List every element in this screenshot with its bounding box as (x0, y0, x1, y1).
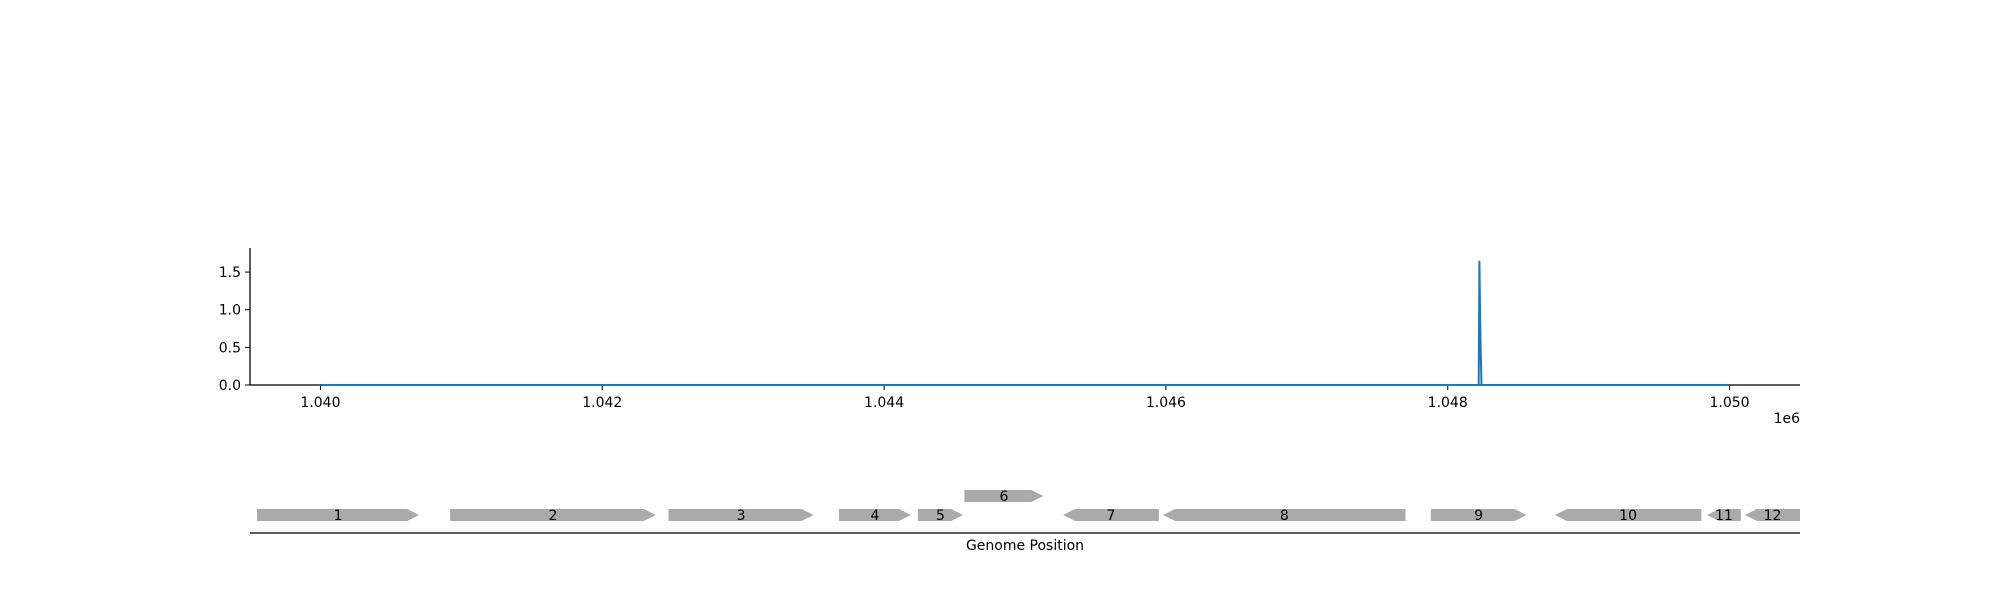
x-tick-label: 1.042 (582, 395, 622, 411)
gene-arrow (1554, 509, 1702, 521)
gene-arrow (450, 509, 656, 521)
y-tick-label: 0.5 (219, 340, 241, 356)
gene-arrow (839, 509, 911, 521)
gene-label: 6 (999, 489, 1008, 505)
coverage-series (320, 260, 1730, 386)
y-tick-label: 1.0 (219, 303, 241, 319)
x-tick-label: 1.048 (1428, 395, 1468, 411)
y-tick-label: 1.5 (219, 265, 241, 281)
gene-label: 12 (1764, 508, 1782, 524)
gene-label: 8 (1280, 508, 1289, 524)
gene-arrow (917, 509, 963, 521)
coverage-y-ticks: 0.0 0.5 1.0 1.5 (219, 265, 250, 394)
gene-arrow (257, 509, 420, 521)
gene-arrow (1430, 509, 1527, 521)
gene-label: 11 (1715, 508, 1733, 524)
gene-label: 10 (1619, 508, 1637, 524)
x-tick-label: 1.046 (1146, 395, 1186, 411)
x-tick-label: 1.050 (1709, 395, 1749, 411)
gene-label: 9 (1474, 508, 1483, 524)
x-tick-label: 1.040 (300, 395, 340, 411)
gene-label: 2 (549, 508, 558, 524)
gene-arrow (1707, 509, 1741, 521)
coverage-line (320, 260, 1730, 386)
x-offset-label: 1e6 (1774, 411, 1801, 427)
gene-label: 5 (936, 508, 945, 524)
gene-label: 4 (870, 508, 879, 524)
gene-map: 1 2 3 4 567 8 9 10 11 12 (257, 489, 1800, 524)
gene-map-xlabel: Genome Position (966, 538, 1084, 554)
gene-label: 1 (334, 508, 343, 524)
gene-arrow (1163, 509, 1406, 521)
coverage-axes (249, 248, 1800, 386)
y-tick-label: 0.0 (219, 378, 241, 394)
gene-arrow (1063, 509, 1159, 521)
gene-label: 3 (737, 508, 746, 524)
x-tick-label: 1.044 (864, 395, 904, 411)
gene-label: 7 (1107, 508, 1116, 524)
coverage-x-ticks: 1.040 1.042 1.044 1.046 1.048 1.050 (300, 385, 1750, 411)
gene-arrow (964, 490, 1044, 502)
gene-arrow (668, 509, 814, 521)
gene-arrow (1745, 509, 1800, 521)
